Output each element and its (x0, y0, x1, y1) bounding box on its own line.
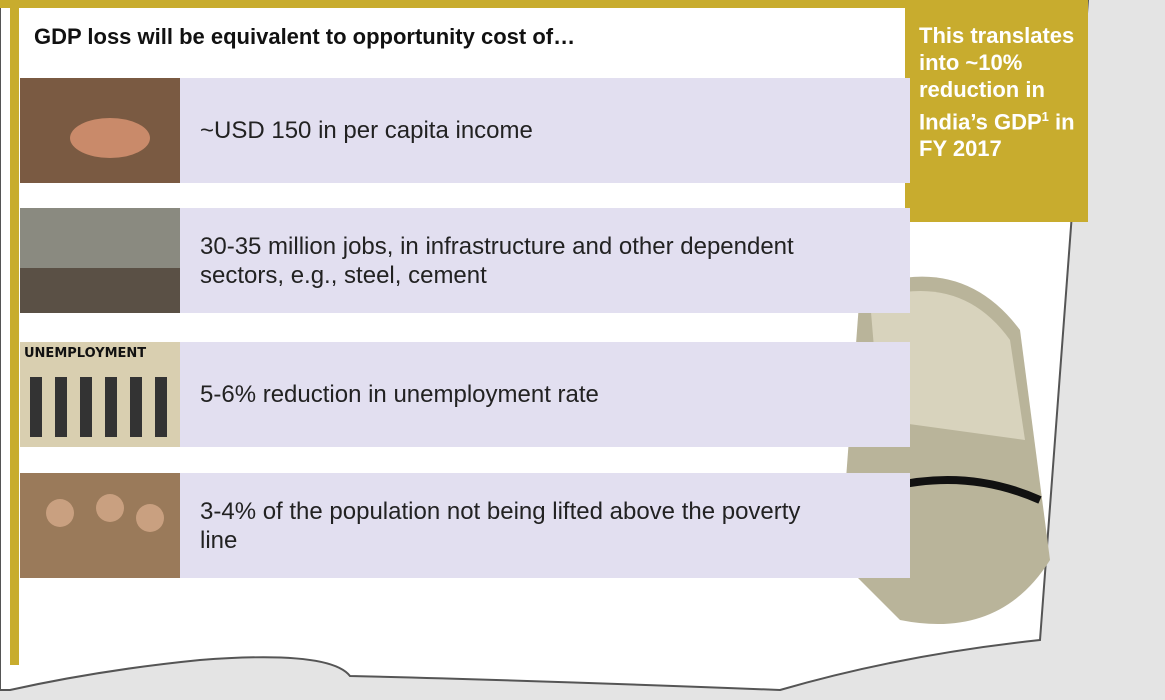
item-row: UNEMPLOYMENT 5-6% reduction in unemployme… (20, 342, 910, 447)
item-row: 3-4% of the population not being lifted … (20, 473, 910, 578)
item-row: ~USD 150 in per capita income (20, 78, 910, 183)
item-row: 30-35 million jobs, in infrastructure an… (20, 208, 910, 313)
callout-text: in FY 2017 (919, 109, 1075, 162)
item-text: ~USD 150 in per capita income (200, 117, 533, 144)
callout: This translates into ~10% reduction in I… (905, 0, 1088, 222)
item-text: 3-4% of the population not being lifted … (200, 497, 801, 554)
photo (20, 473, 180, 578)
item-text: 30-35 million jobs, in infrastructure an… (200, 232, 794, 289)
photo (20, 342, 180, 447)
photo (20, 78, 180, 183)
footnote-mark: 1 (1041, 109, 1049, 124)
image-label: UNEMPLOYMENT (24, 346, 147, 361)
callout-text: This translates into ~10% reduction in I… (919, 23, 1075, 135)
item-text: 5-6% reduction in unemployment rate (200, 381, 599, 408)
photo (20, 208, 180, 313)
title: GDP loss will be equivalent to opportuni… (34, 24, 576, 49)
